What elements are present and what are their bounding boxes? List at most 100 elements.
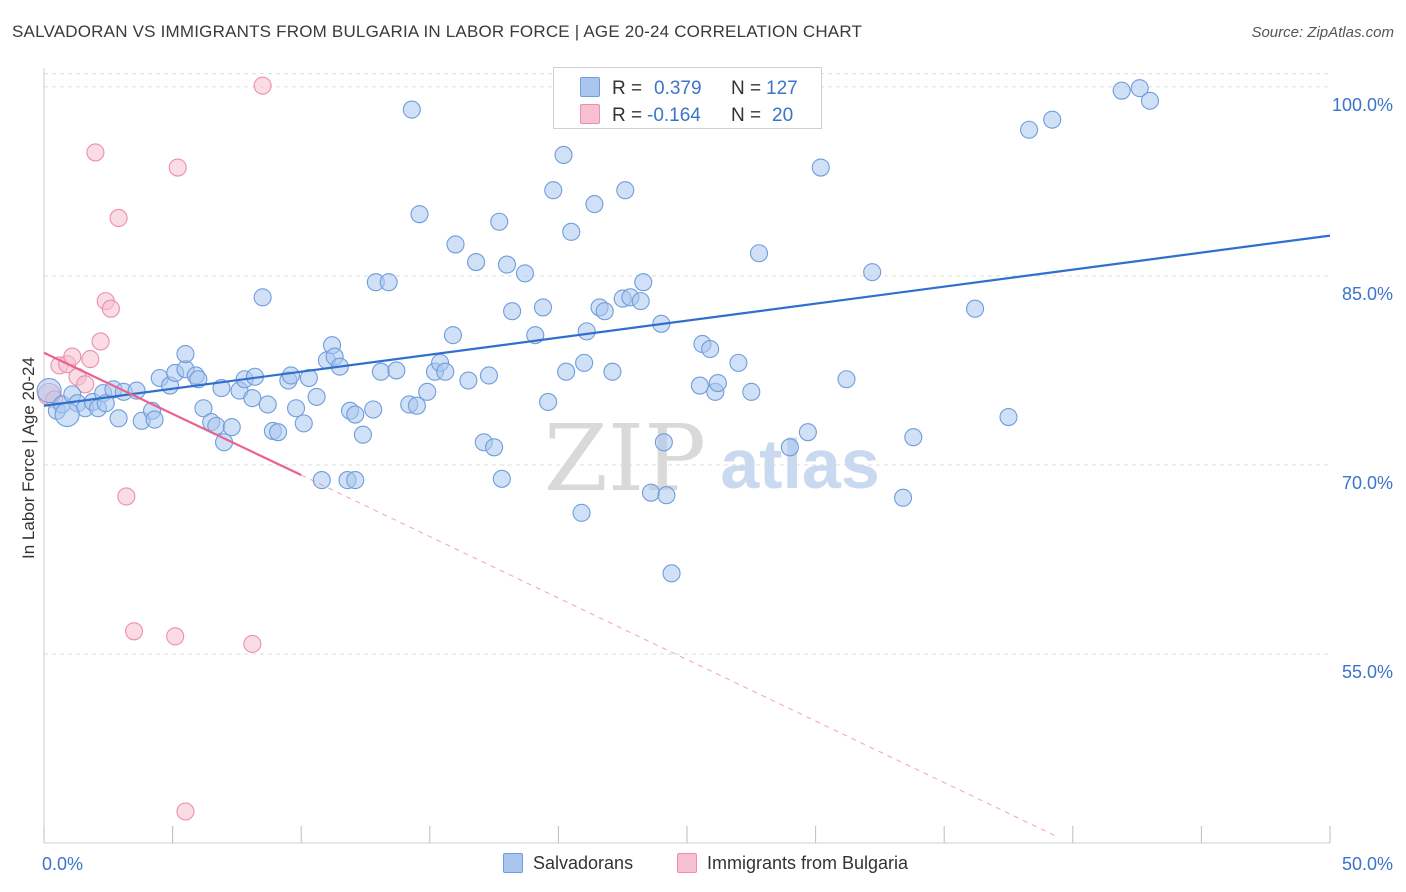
r-label: R = (612, 105, 643, 126)
salvadorans-point (539, 392, 558, 411)
salvadorans-point (690, 376, 709, 395)
salvadorans-point (346, 471, 365, 490)
bulgaria-point (91, 332, 110, 351)
legend-swatch-salvadorans (580, 77, 600, 97)
gridlines (44, 73, 1330, 655)
legend-row-salvadorans: R = 0.379 N = 127 (554, 73, 821, 101)
salvadorans-point (631, 292, 650, 311)
x-tick-label: 0.0% (42, 854, 83, 874)
salvadorans-point (145, 410, 164, 429)
n-value: 20 (772, 105, 794, 126)
salvadorans-point (554, 145, 573, 165)
salvadorans-point (780, 438, 799, 457)
salvadorans-point (577, 322, 596, 341)
salvadorans-point (654, 433, 673, 452)
salvadorans-point (36, 378, 62, 404)
salvadorans-point (253, 288, 272, 307)
salvadorans-point (307, 387, 326, 406)
salvadorans-point (1140, 91, 1160, 110)
salvadorans-point (281, 366, 300, 385)
r-value: -0.164 (647, 105, 701, 126)
legend-item-bulgaria[interactable]: Immigrants from Bulgaria (677, 853, 908, 874)
x-tick-label: 50.0% (1342, 854, 1393, 874)
salvadorans-point (379, 273, 398, 292)
salvadorans-point (641, 483, 661, 502)
salvadorans-point (407, 396, 426, 415)
r-value: 0.379 (654, 78, 702, 99)
salvadorans-point (443, 326, 462, 345)
salvadorans-point (575, 353, 594, 372)
chart-title: SALVADORAN VS IMMIGRANTS FROM BULGARIA I… (12, 22, 863, 41)
bulgaria-point (101, 299, 120, 318)
salvadorans-point (492, 469, 511, 488)
salvadorans-point (176, 345, 195, 364)
salvadorans-point (54, 401, 80, 428)
salvadorans-point (446, 235, 465, 254)
bulgaria-trend-extension (300, 474, 1058, 838)
salvadorans-point (353, 425, 372, 444)
series-legend: Salvadorans Immigrants from Bulgaria (0, 850, 1406, 880)
bulgaria-point (124, 622, 144, 641)
salvadorans-point (258, 395, 277, 414)
salvadorans-point (701, 339, 720, 359)
salvadorans-point (749, 244, 769, 263)
salvadorans-point (371, 362, 390, 381)
salvadorans-point (459, 371, 478, 390)
salvadorans-point (515, 264, 535, 283)
y-tick-label: 100.0% (1332, 95, 1393, 115)
stats-legend: R = 0.379 N = 127 R = -0.164 N = 20 (553, 67, 822, 129)
trend-lines (43, 234, 1331, 838)
bulgaria-trend-line (43, 351, 302, 477)
n-label: N = (731, 105, 762, 126)
n-value: 127 (766, 78, 798, 99)
legend-swatch-bulgaria (677, 853, 697, 873)
salvadorans-point (742, 382, 761, 401)
bulgaria-point (253, 76, 272, 95)
salvadorans-point (436, 362, 455, 381)
salvadorans-point (402, 100, 421, 119)
salvadorans-point (708, 373, 727, 393)
salvadorans-point (222, 418, 241, 437)
r-label: R = (612, 78, 643, 99)
salvadorans-point (497, 255, 517, 274)
salvadorans-point (999, 408, 1018, 427)
salvadorans-point (863, 263, 882, 282)
salvadorans-point (634, 273, 653, 292)
salvadorans-point (557, 362, 576, 381)
salvadorans-point (467, 253, 486, 272)
salvadorans-point (1043, 110, 1062, 129)
salvadorans-point (1020, 120, 1039, 139)
salvadorans-point (485, 438, 504, 457)
salvadorans-point (1112, 81, 1131, 100)
bulgaria-point (243, 634, 262, 653)
source-credit: Source: ZipAtlas.com (1251, 24, 1394, 41)
series-salvadorans-points (36, 79, 1160, 583)
salvadorans-point (603, 362, 622, 381)
y-tick-label: 70.0% (1342, 473, 1393, 493)
y-axis-label: In Labor Force | Age 20-24 (19, 357, 38, 559)
salvadorans-point (595, 302, 614, 321)
watermark-atlas: atlas (720, 425, 880, 503)
bulgaria-point (166, 627, 185, 646)
salvadorans-point (544, 181, 563, 200)
legend-item-salvadorans[interactable]: Salvadorans (503, 853, 633, 874)
bulgaria-point (81, 350, 100, 369)
salvadorans-point (533, 298, 553, 317)
salvadorans-point (966, 299, 985, 318)
legend-label-bulgaria: Immigrants from Bulgaria (707, 853, 909, 873)
axes (43, 68, 1331, 844)
salvadorans-point (585, 195, 604, 214)
salvadorans-point (312, 471, 331, 490)
salvadorans-point (479, 366, 499, 385)
y-tick-label: 85.0% (1342, 284, 1393, 304)
salvadorans-point (294, 414, 313, 433)
bulgaria-point (168, 158, 187, 177)
salvadorans-point (194, 399, 213, 418)
salvadorans-point (893, 488, 913, 507)
salvadorans-point (1130, 79, 1149, 98)
salvadorans-point (269, 423, 288, 442)
bulgaria-point (176, 802, 195, 821)
tick-labels: 55.0% 70.0% 85.0% 100.0% 0.0% 50.0% (42, 95, 1393, 874)
salvadorans-point (410, 205, 429, 224)
